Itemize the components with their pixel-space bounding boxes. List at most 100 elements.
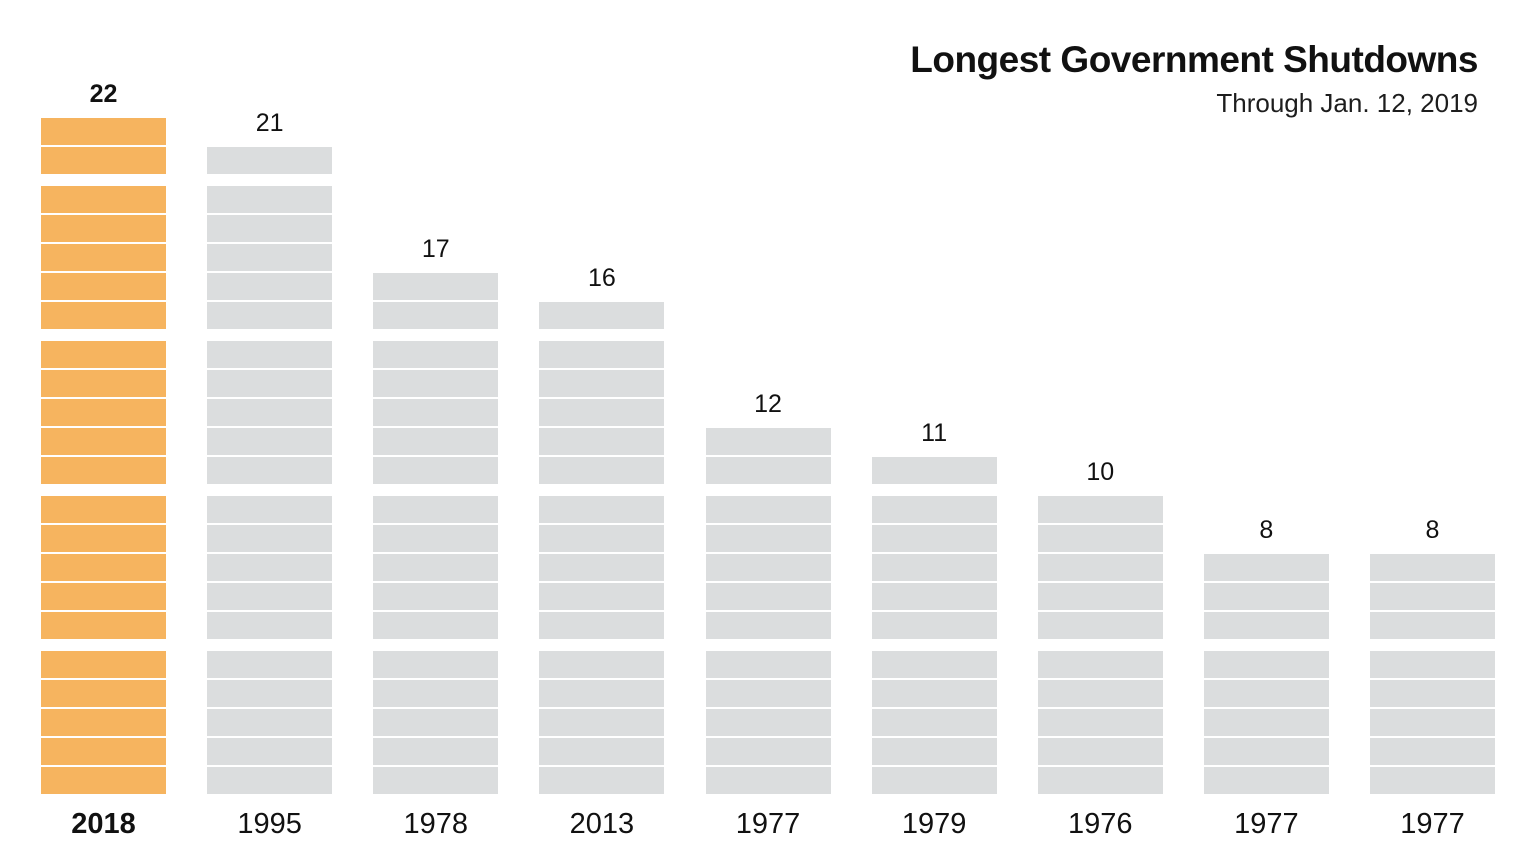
day-block bbox=[1203, 612, 1329, 639]
day-block bbox=[539, 525, 665, 552]
day-block bbox=[373, 399, 499, 426]
day-block bbox=[539, 399, 665, 426]
day-block bbox=[871, 709, 997, 736]
bar-1995-21days bbox=[207, 147, 333, 794]
block-group bbox=[41, 496, 166, 639]
x-axis-label: 1978 bbox=[403, 808, 468, 840]
block-group bbox=[207, 341, 333, 484]
block-group bbox=[207, 147, 333, 174]
day-block bbox=[373, 496, 499, 523]
day-block bbox=[1037, 612, 1163, 639]
day-block bbox=[871, 767, 997, 794]
chart-header: Longest Government Shutdowns Through Jan… bbox=[910, 39, 1478, 119]
day-block bbox=[871, 496, 997, 523]
day-block bbox=[207, 583, 333, 610]
day-block bbox=[41, 215, 166, 242]
x-axis-label: 2013 bbox=[569, 808, 635, 840]
day-block bbox=[373, 302, 499, 329]
day-block bbox=[539, 370, 665, 397]
day-block bbox=[207, 496, 333, 523]
day-block bbox=[1203, 738, 1329, 765]
day-block bbox=[41, 767, 166, 794]
day-block bbox=[373, 370, 499, 397]
block-group bbox=[539, 496, 665, 639]
day-block bbox=[705, 612, 831, 639]
day-block bbox=[41, 738, 166, 765]
bar-1978-17days bbox=[373, 273, 499, 794]
day-block bbox=[373, 428, 499, 455]
day-block bbox=[871, 680, 997, 707]
day-block bbox=[373, 457, 499, 484]
day-block bbox=[539, 651, 665, 678]
day-block bbox=[871, 651, 997, 678]
block-group bbox=[539, 341, 665, 484]
bar-value-label: 11 bbox=[921, 418, 948, 447]
bar-value-label: 10 bbox=[1086, 457, 1115, 486]
day-block bbox=[1203, 767, 1329, 794]
day-block bbox=[1203, 651, 1329, 678]
bar-column-1979-5: 11 1979 bbox=[871, 418, 997, 843]
day-block bbox=[373, 554, 499, 581]
x-axis-label: 1979 bbox=[901, 808, 967, 840]
day-block bbox=[41, 583, 166, 610]
day-block bbox=[373, 273, 499, 300]
bar-value-label: 17 bbox=[421, 234, 450, 263]
day-block bbox=[207, 341, 333, 368]
day-block bbox=[207, 612, 333, 639]
day-block bbox=[871, 738, 997, 765]
day-block bbox=[207, 273, 333, 300]
block-group bbox=[373, 341, 499, 484]
day-block bbox=[41, 457, 166, 484]
day-block bbox=[871, 612, 997, 639]
day-block bbox=[1037, 709, 1163, 736]
x-axis-label: 1995 bbox=[237, 808, 302, 840]
day-block bbox=[207, 651, 333, 678]
block-group bbox=[539, 302, 665, 329]
day-block bbox=[1037, 554, 1163, 581]
day-block bbox=[539, 341, 665, 368]
bar-value-label: 12 bbox=[754, 389, 782, 418]
day-block bbox=[41, 554, 166, 581]
day-block bbox=[1037, 651, 1163, 678]
day-block bbox=[207, 554, 333, 581]
day-block bbox=[705, 709, 831, 736]
day-block bbox=[1203, 709, 1329, 736]
block-group bbox=[705, 496, 831, 639]
day-block bbox=[539, 738, 665, 765]
bar-value-label: 16 bbox=[587, 263, 616, 292]
day-block bbox=[207, 767, 333, 794]
block-group bbox=[871, 457, 997, 484]
bar-1977-8days bbox=[1370, 554, 1495, 794]
day-block bbox=[871, 525, 997, 552]
day-block bbox=[373, 612, 499, 639]
x-axis-label: 1977 bbox=[1234, 808, 1299, 840]
day-block bbox=[1370, 709, 1495, 736]
block-group bbox=[41, 651, 166, 794]
day-block bbox=[41, 186, 166, 213]
day-block bbox=[539, 709, 665, 736]
day-block bbox=[207, 370, 333, 397]
day-block bbox=[1037, 525, 1163, 552]
day-block bbox=[1370, 554, 1495, 581]
block-group bbox=[207, 496, 333, 639]
block-group bbox=[373, 273, 499, 329]
bar-value-label: 21 bbox=[255, 108, 284, 137]
day-block bbox=[1037, 496, 1163, 523]
bar-column-1977-8: 8 1977 bbox=[1370, 516, 1495, 843]
bar-column-2013-3: 16 2013 bbox=[539, 263, 665, 843]
bar-1977-8days bbox=[1203, 554, 1329, 794]
day-block bbox=[207, 186, 333, 213]
chart-subtitle: Through Jan. 12, 2019 bbox=[1216, 87, 1478, 118]
day-block bbox=[705, 428, 831, 455]
block-group bbox=[1203, 554, 1329, 639]
day-block bbox=[207, 302, 333, 329]
block-group bbox=[539, 651, 665, 794]
bar-column-1977-7: 8 1977 bbox=[1203, 516, 1329, 843]
day-block bbox=[539, 583, 665, 610]
block-group bbox=[1370, 554, 1495, 639]
block-group bbox=[373, 651, 499, 794]
x-axis-label: 1977 bbox=[735, 808, 801, 840]
day-block bbox=[705, 738, 831, 765]
day-block bbox=[373, 525, 499, 552]
